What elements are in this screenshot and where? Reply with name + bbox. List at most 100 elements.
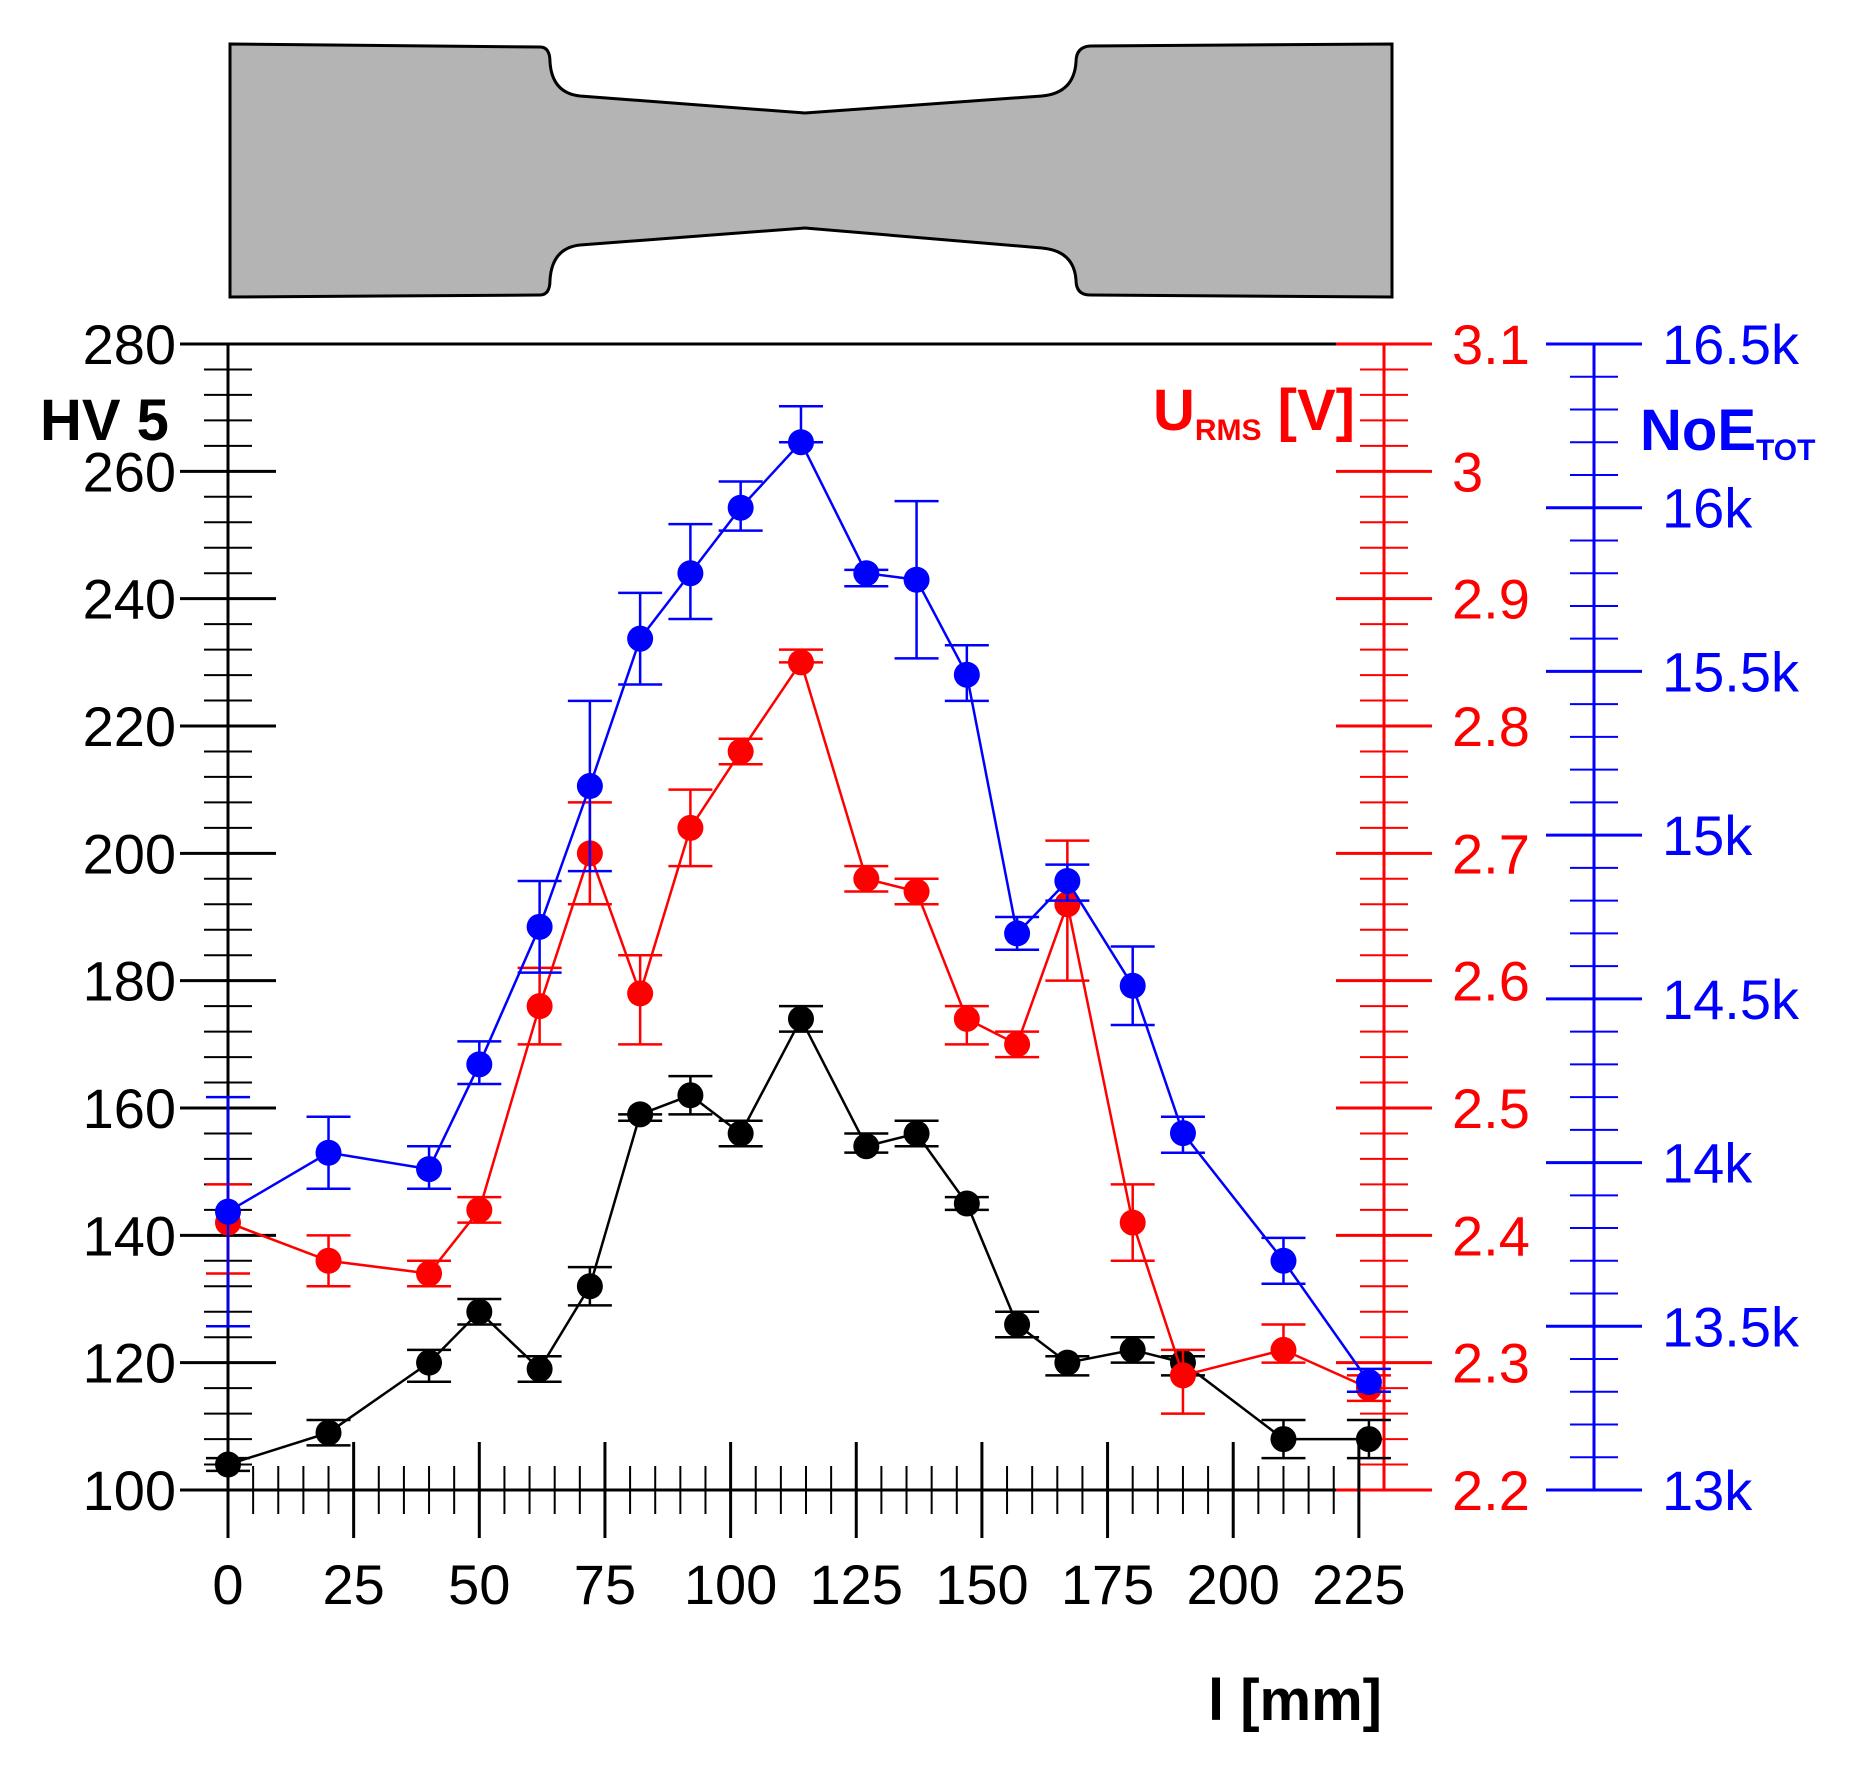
data-point — [903, 1120, 930, 1147]
series-line — [227, 1016, 1369, 1466]
data-point — [627, 1101, 654, 1128]
red-tick-label: 2.7 — [1452, 822, 1530, 885]
data-point — [677, 814, 704, 841]
data-point — [1054, 1349, 1081, 1376]
noe-axis-title-main: NoE — [1640, 398, 1756, 463]
data-point — [853, 865, 880, 892]
data-point — [627, 625, 654, 652]
data-point — [315, 1247, 342, 1274]
left-axis-title: HV 5 — [40, 388, 169, 453]
urms-axis-title-sub: RMS — [1195, 414, 1262, 447]
data-point — [466, 1051, 493, 1078]
left-tick-label: 260 — [83, 440, 176, 503]
urms-axis-title-main: U — [1153, 378, 1195, 443]
data-point — [1355, 1368, 1382, 1395]
data-point — [416, 1156, 443, 1183]
data-point — [1004, 1311, 1031, 1338]
x-tick-label: 150 — [935, 1553, 1028, 1616]
series-layer — [206, 404, 1391, 1478]
data-point — [315, 1419, 342, 1446]
data-point — [526, 913, 553, 940]
data-point — [1054, 891, 1081, 918]
red-tick-label: 2.3 — [1452, 1332, 1530, 1395]
data-point — [727, 738, 754, 765]
blue-tick-label: 15.5k — [1662, 640, 1800, 703]
data-point — [526, 1356, 553, 1383]
red-tick-label: 2.5 — [1452, 1077, 1530, 1140]
blue-tick-label: 13.5k — [1662, 1295, 1800, 1358]
x-tick-label: 75 — [574, 1553, 636, 1616]
data-point — [1119, 1209, 1146, 1236]
data-point — [1004, 920, 1031, 947]
data-point — [787, 649, 814, 676]
data-point — [903, 878, 930, 905]
data-point — [215, 1451, 241, 1478]
red-tick-label: 2.4 — [1452, 1204, 1530, 1267]
left-tick-label: 120 — [83, 1332, 176, 1395]
x-tick-label: 50 — [448, 1553, 510, 1616]
x-tick-label: 225 — [1312, 1553, 1405, 1616]
urms-axis-title-unit: [V] — [1262, 378, 1355, 443]
data-point — [1169, 1120, 1196, 1147]
data-point — [1119, 1336, 1146, 1363]
left-tick-label: 140 — [83, 1204, 176, 1267]
data-point — [1270, 1426, 1297, 1453]
x-tick-label: 200 — [1186, 1553, 1279, 1616]
data-point — [677, 1082, 704, 1109]
data-point — [787, 429, 814, 456]
left-tick-label: 160 — [83, 1077, 176, 1140]
data-point — [1054, 867, 1081, 894]
left-tick-label: 220 — [83, 695, 176, 758]
data-point — [315, 1139, 342, 1166]
data-point — [1270, 1336, 1297, 1363]
x-tick-label: 25 — [323, 1553, 385, 1616]
data-point — [1169, 1362, 1196, 1389]
series-line — [227, 440, 1370, 1383]
left-tick-label: 280 — [83, 313, 176, 376]
blue-tick-label: 16.5k — [1662, 313, 1800, 376]
x-axis-title: l [mm] — [1208, 1668, 1382, 1733]
urms-axis-title: URMS [V] — [1153, 378, 1355, 447]
data-point — [853, 1133, 880, 1160]
noe-axis-title-sub: TOT — [1756, 434, 1815, 467]
data-point — [677, 560, 704, 587]
x-tick-label: 125 — [810, 1553, 903, 1616]
specimen-illustration — [228, 42, 1394, 299]
left-tick-label: 100 — [83, 1459, 176, 1522]
left-tick-label: 240 — [83, 568, 176, 631]
data-point — [416, 1349, 443, 1376]
red-tick-label: 2.6 — [1452, 950, 1530, 1013]
data-point — [576, 773, 603, 800]
data-point — [727, 494, 754, 521]
x-tick-label: 175 — [1061, 1553, 1154, 1616]
data-point — [526, 993, 553, 1020]
data-point — [953, 1005, 980, 1032]
data-point — [1119, 972, 1146, 999]
data-point — [853, 560, 880, 587]
data-point — [1004, 1031, 1031, 1058]
red-tick-label: 2.8 — [1452, 695, 1530, 758]
data-point — [215, 1198, 241, 1225]
red-tick-label: 3.1 — [1452, 313, 1530, 376]
data-point — [466, 1196, 493, 1223]
data-point — [903, 566, 930, 593]
blue-tick-label: 14.5k — [1662, 968, 1800, 1031]
blue-tick-label: 15k — [1662, 804, 1753, 867]
data-point — [576, 1273, 603, 1300]
left-tick-label: 200 — [83, 822, 176, 885]
data-point — [953, 1190, 980, 1217]
data-point — [1355, 1426, 1382, 1453]
red-tick-label: 2.9 — [1452, 568, 1530, 631]
data-point — [1270, 1247, 1297, 1274]
x-tick-label: 0 — [212, 1553, 243, 1616]
red-tick-label: 3 — [1452, 440, 1483, 503]
data-point — [787, 1005, 814, 1032]
data-point — [953, 661, 980, 688]
red-tick-label: 2.2 — [1452, 1459, 1530, 1522]
data-point — [416, 1260, 443, 1287]
data-point — [627, 980, 654, 1007]
data-point — [727, 1120, 754, 1147]
noe-axis-title: NoETOT — [1640, 398, 1815, 467]
blue-tick-label: 14k — [1662, 1132, 1753, 1195]
